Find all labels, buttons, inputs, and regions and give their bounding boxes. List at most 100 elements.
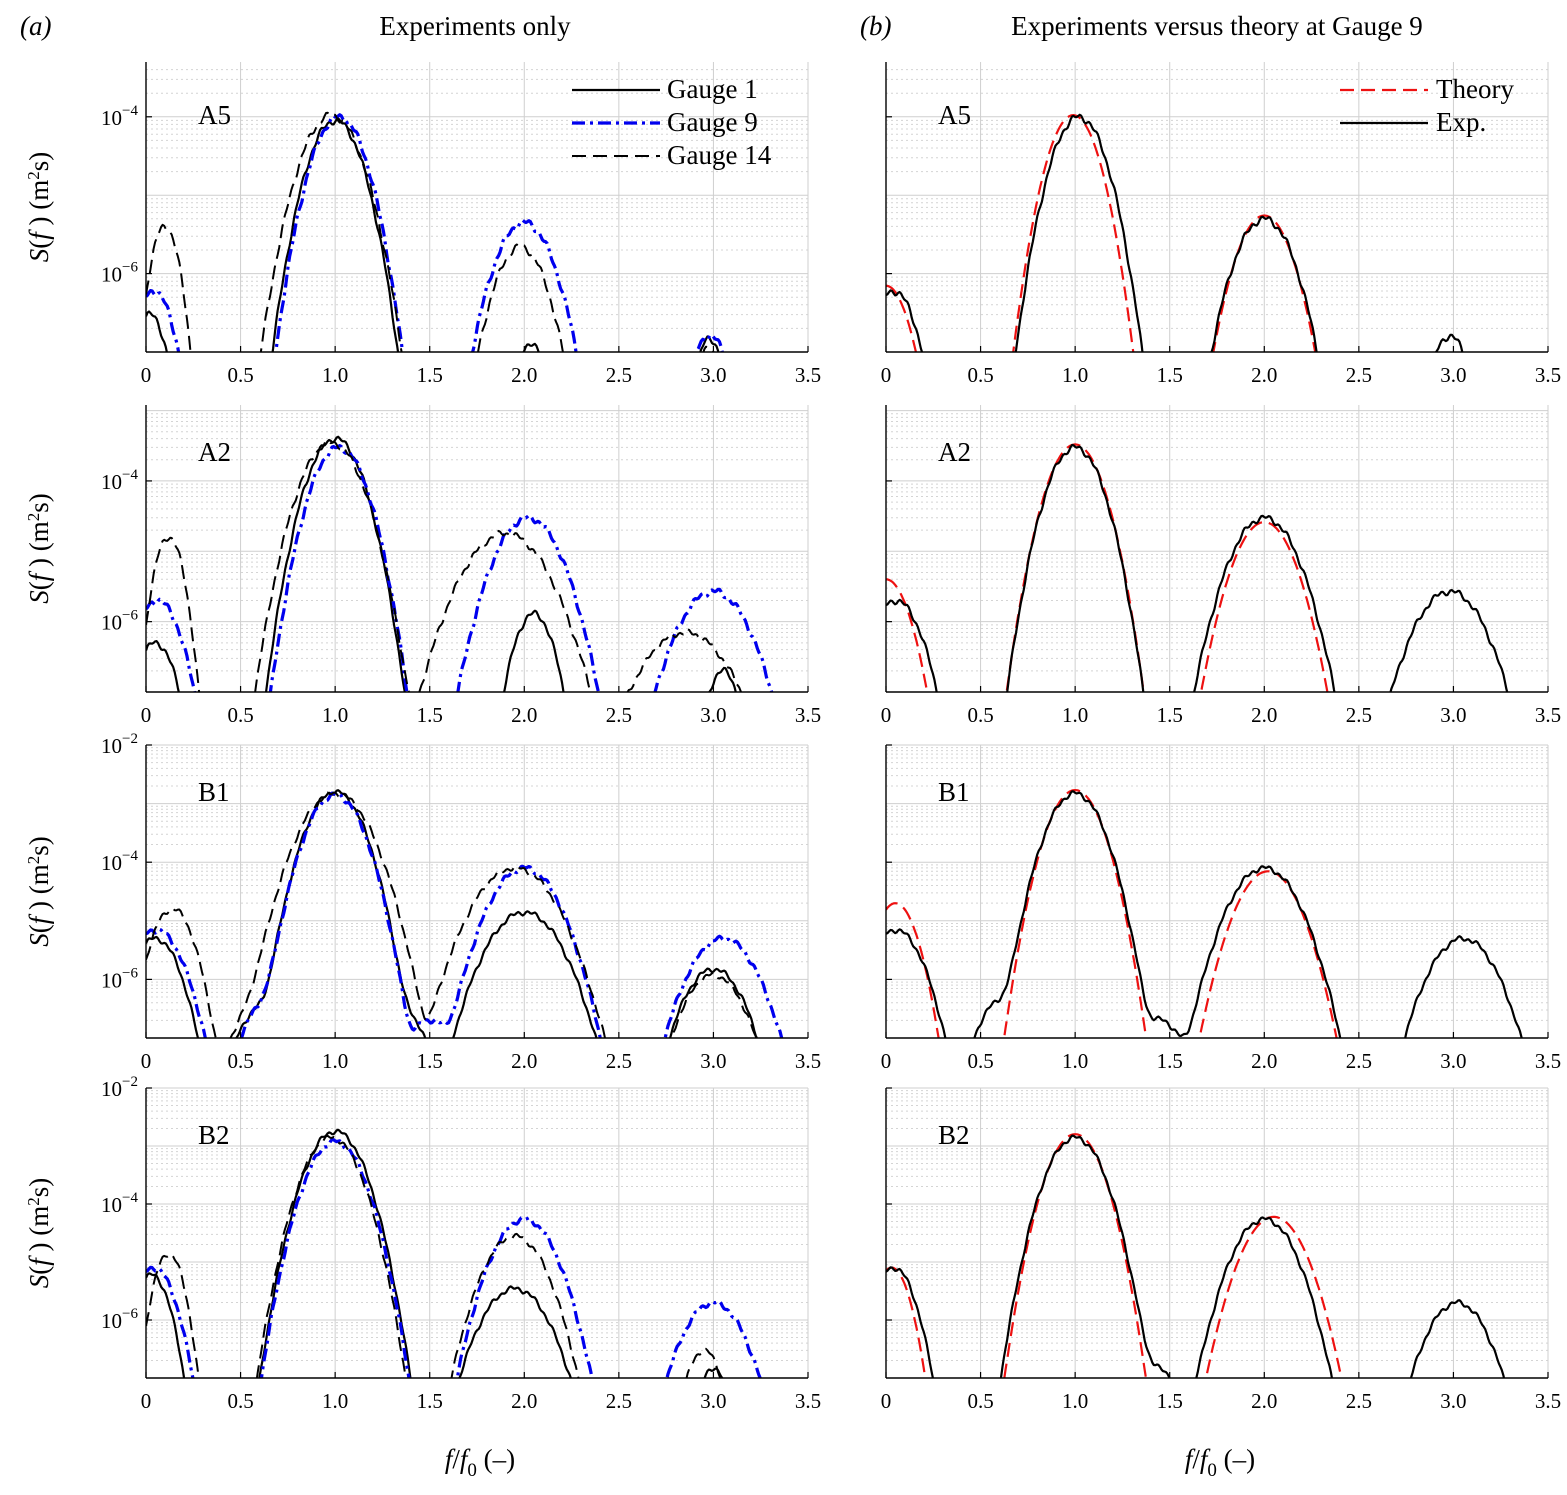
x-tick-label: 1.5 — [1157, 1389, 1183, 1413]
x-tick-label: 2.5 — [1346, 363, 1372, 387]
case-label: B1 — [938, 777, 970, 807]
legend-label: Gauge 1 — [667, 74, 758, 104]
x-tick-label: 2.5 — [1346, 1389, 1372, 1413]
y-axis-label: S(f ) (m2s) — [24, 836, 54, 947]
panel-b-label: (b) — [860, 11, 891, 41]
series-gauge-9-line — [146, 791, 784, 1038]
x-tick-label: 3.5 — [1535, 363, 1561, 387]
x-tick-label: 1.0 — [1062, 703, 1088, 727]
panel-right-A2: 0 0.5 1.0 1.5 2.0 2.5 3.0 3.5 A2 — [881, 405, 1561, 727]
x-tick-label: 2.5 — [606, 363, 632, 387]
x-tick-label: 3.5 — [795, 703, 821, 727]
panel-right-B1: 0 0.5 1.0 1.5 2.0 2.5 3.0 3.5 B1 — [881, 744, 1561, 1073]
x-axis-label-right: f/f0 (–) — [1185, 1444, 1255, 1481]
y-tick-label: 10−4 — [101, 1190, 138, 1217]
x-tick-label: 2.5 — [1346, 703, 1372, 727]
x-tick-label: 1.0 — [322, 703, 348, 727]
x-tick-label: 0 — [881, 1389, 892, 1413]
x-tick-label: 0.5 — [967, 703, 993, 727]
case-label: A2 — [938, 437, 971, 467]
y-axis-label: S(f ) (m2s) — [24, 1178, 54, 1289]
panel-right-A5: 0 0.5 1.0 1.5 2.0 2.5 3.0 3.5 A5 — [881, 62, 1561, 387]
x-tick-label: 1.0 — [322, 363, 348, 387]
panels: 0 0.5 1.0 1.5 2.0 2.5 3.0 3.5 10−6 10−4 A5 S(f ) (m… — [24, 62, 1561, 1481]
series-gauge-9-line — [146, 1137, 762, 1378]
x-tick-label: 0.5 — [227, 1049, 253, 1073]
series-theory-line — [886, 113, 1317, 352]
case-label: B1 — [198, 777, 230, 807]
x-tick-label: 0.5 — [227, 363, 253, 387]
x-tick-label: 1.5 — [1157, 363, 1183, 387]
x-tick-label: 0 — [141, 1049, 152, 1073]
x-tick-label: 3.5 — [1535, 1389, 1561, 1413]
series-gauge-9-line — [146, 113, 724, 352]
x-tick-label: 3.5 — [795, 363, 821, 387]
x-tick-label: 0 — [141, 703, 152, 727]
y-tick-label: 10−6 — [101, 1306, 138, 1333]
x-tick-label: 2.0 — [1251, 703, 1277, 727]
x-tick-label: 1.5 — [417, 1049, 443, 1073]
x-tick-label: 1.5 — [417, 1389, 443, 1413]
series-exp--line — [886, 113, 1464, 352]
series-gauge-1-line — [146, 1128, 724, 1378]
series-exp--line — [886, 790, 1523, 1038]
x-tick-label: 0 — [881, 1049, 892, 1073]
x-tick-label: 1.0 — [1062, 1049, 1088, 1073]
x-tick-label: 1.5 — [417, 703, 443, 727]
x-tick-label: 3.5 — [1535, 703, 1561, 727]
x-tick-label: 3.5 — [795, 1389, 821, 1413]
panel-left-B1: 0 0.5 1.0 1.5 2.0 2.5 3.0 3.5 10−6 10−4 10−2 B1 S(f … — [24, 731, 821, 1073]
case-label: A2 — [198, 437, 231, 467]
x-tick-label: 0 — [141, 363, 152, 387]
series-gauge-14-line — [146, 1134, 722, 1378]
x-tick-label: 3.0 — [1440, 363, 1466, 387]
y-tick-label: 10−6 — [101, 965, 138, 992]
x-tick-label: 0.5 — [227, 703, 253, 727]
case-label: B2 — [198, 1120, 230, 1150]
x-tick-label: 3.0 — [700, 703, 726, 727]
panel-b-title: Experiments versus theory at Gauge 9 — [1011, 11, 1423, 41]
series-theory-line — [886, 443, 1329, 692]
x-tick-label: 3.0 — [1440, 1049, 1466, 1073]
x-tick-label: 3.5 — [795, 1049, 821, 1073]
series-gauge-9-line — [146, 444, 774, 692]
x-tick-label: 1.5 — [417, 363, 443, 387]
x-tick-label: 1.0 — [1062, 363, 1088, 387]
legend-label: Gauge 14 — [667, 140, 772, 170]
y-tick-label: 10−4 — [101, 467, 138, 494]
x-tick-label: 0 — [881, 703, 892, 727]
x-tick-label: 1.0 — [322, 1389, 348, 1413]
legend-label: Gauge 9 — [667, 107, 758, 137]
x-tick-label: 3.0 — [700, 1389, 726, 1413]
case-label: A5 — [938, 100, 971, 130]
x-tick-label: 0.5 — [967, 1049, 993, 1073]
series-exp--line — [886, 1134, 1506, 1378]
panel-right-B2: 0 0.5 1.0 1.5 2.0 2.5 3.0 3.5 B2 — [881, 1087, 1561, 1413]
legend-label: Theory — [1436, 74, 1514, 104]
x-tick-label: 0 — [881, 363, 892, 387]
y-tick-label: 10−2 — [101, 731, 138, 758]
x-tick-label: 3.0 — [700, 363, 726, 387]
x-tick-label: 1.5 — [1157, 703, 1183, 727]
x-tick-label: 0.5 — [967, 1389, 993, 1413]
x-tick-label: 1.0 — [1062, 1389, 1088, 1413]
series-gauge-14-line — [146, 439, 742, 692]
x-tick-label: 2.5 — [1346, 1049, 1372, 1073]
x-tick-label: 2.0 — [1251, 1389, 1277, 1413]
x-axis-label-left: f/f0 (–) — [445, 1444, 515, 1481]
x-tick-label: 2.0 — [511, 363, 537, 387]
x-tick-label: 0.5 — [967, 363, 993, 387]
panel-a-label: (a) — [20, 11, 51, 41]
y-axis-label: S(f ) (m2s) — [24, 152, 54, 263]
y-tick-label: 10−6 — [101, 260, 138, 287]
x-tick-label: 3.0 — [1440, 703, 1466, 727]
panel-left-B2: 0 0.5 1.0 1.5 2.0 2.5 3.0 3.5 10−6 10−4 10−2 B2 S(f … — [24, 1074, 821, 1413]
y-tick-label: 10−4 — [101, 103, 138, 130]
series-theory-line — [886, 1133, 1343, 1378]
y-tick-label: 10−2 — [101, 1074, 138, 1101]
x-tick-label: 2.5 — [606, 1049, 632, 1073]
series-exp--line — [886, 443, 1509, 692]
x-tick-label: 1.5 — [1157, 1049, 1183, 1073]
